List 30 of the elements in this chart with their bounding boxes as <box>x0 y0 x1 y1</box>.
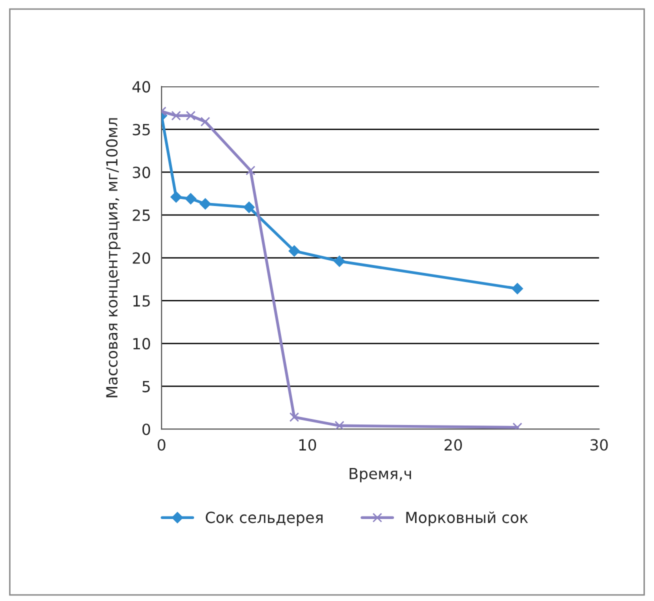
point <box>200 198 211 210</box>
legend-label: Сок сельдерея <box>206 512 323 526</box>
point <box>200 116 210 127</box>
y-tick-label: 15 <box>133 295 150 307</box>
point <box>243 202 255 213</box>
y-tick-label: 5 <box>142 380 150 392</box>
y-tick-label: 35 <box>132 124 150 136</box>
y-tick-label: 30 <box>132 166 150 178</box>
point <box>334 420 344 430</box>
y-tick-label: 40 <box>132 81 150 93</box>
y-tick-label: 20 <box>132 252 150 264</box>
point <box>288 245 300 257</box>
y-tick-label: 0 <box>142 424 150 436</box>
point <box>170 191 182 203</box>
point <box>185 193 196 204</box>
y-tick-label: 10 <box>133 338 150 350</box>
x-tick-label: 30 <box>590 439 608 451</box>
point <box>246 166 256 176</box>
x-axis-title: Время,ч <box>350 468 411 482</box>
legend-label: Морковный сок <box>406 511 528 526</box>
point <box>186 110 196 121</box>
point <box>512 283 523 294</box>
point <box>334 256 346 267</box>
x-tick-label: 20 <box>444 439 462 451</box>
point <box>289 412 300 422</box>
x-tick-label: 0 <box>158 439 166 451</box>
y-tick-label: 25 <box>132 209 150 222</box>
x-tick-label: 10 <box>299 439 316 451</box>
y-axis-title: Массовая концентрация, мг/100мл <box>106 118 121 398</box>
point <box>171 110 181 121</box>
